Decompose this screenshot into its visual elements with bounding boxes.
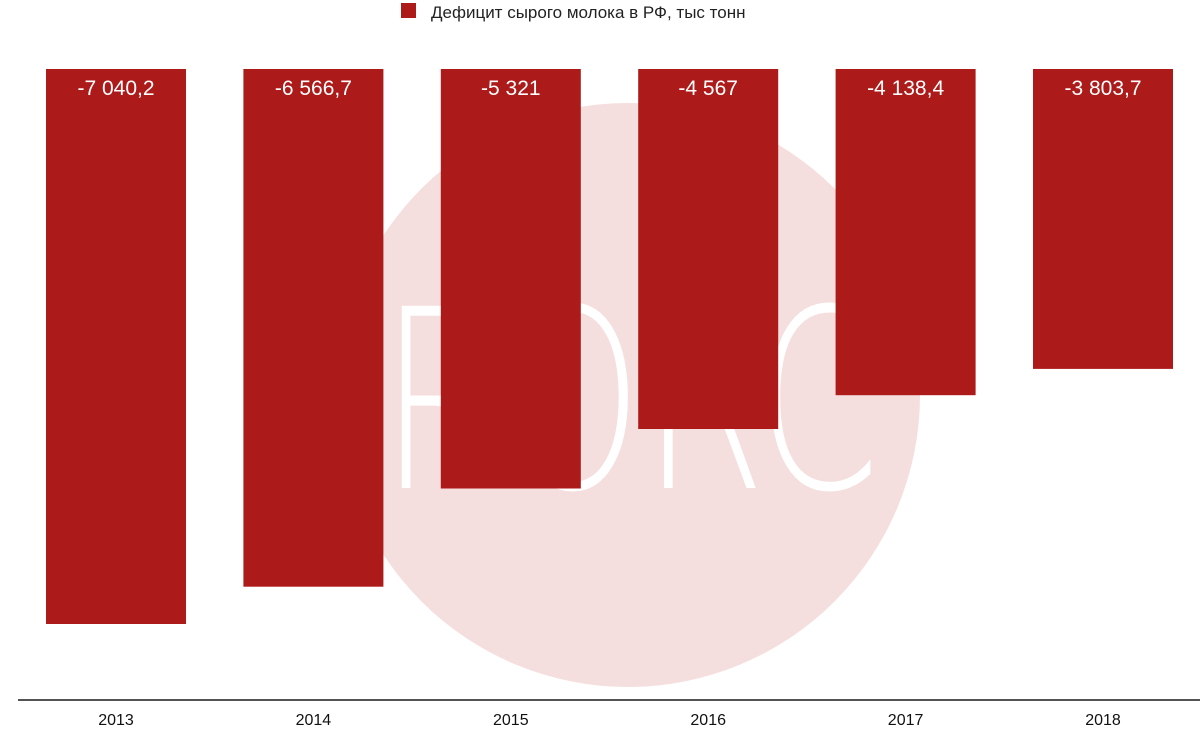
bar-value-label-2018: -3 803,7 (1064, 77, 1141, 100)
x-tick-label-2018: 2018 (1085, 712, 1121, 729)
bar-value-label-2017: -4 138,4 (867, 77, 944, 100)
bar-2017 (835, 69, 976, 396)
bar-2014 (243, 69, 384, 587)
bar-2013 (46, 69, 186, 624)
bar-value-label-2013: -7 040,2 (77, 77, 154, 100)
bar-2015 (440, 69, 581, 489)
x-tick-label-2015: 2015 (493, 712, 529, 729)
bar-value-label-2016: -4 567 (678, 77, 738, 100)
bar-2018 (1033, 69, 1173, 369)
bars-group (46, 69, 1173, 624)
legend: Дефицит сырого молока в РФ, тыс тонн (401, 3, 745, 22)
x-tick-label-2014: 2014 (296, 712, 332, 729)
data-labels-group: -7 040,2 -6 566,7 -5 321 -4 567 -4 138,4 -3 8… (77, 77, 1141, 100)
bar-value-label-2014: -6 566,7 (275, 77, 352, 100)
legend-swatch (401, 3, 416, 18)
x-tick-label-2016: 2016 (690, 712, 726, 729)
x-axis-tick-labels: 2013 2014 2015 2016 2017 2018 (98, 712, 1121, 729)
watermark-logo: RORC (336, 103, 920, 687)
legend-label: Дефицит сырого молока в РФ, тыс тонн (431, 3, 745, 22)
x-tick-label-2017: 2017 (888, 712, 924, 729)
bar-2016 (638, 69, 779, 429)
x-tick-label-2013: 2013 (98, 712, 134, 729)
bar-value-label-2015: -5 321 (481, 77, 541, 100)
